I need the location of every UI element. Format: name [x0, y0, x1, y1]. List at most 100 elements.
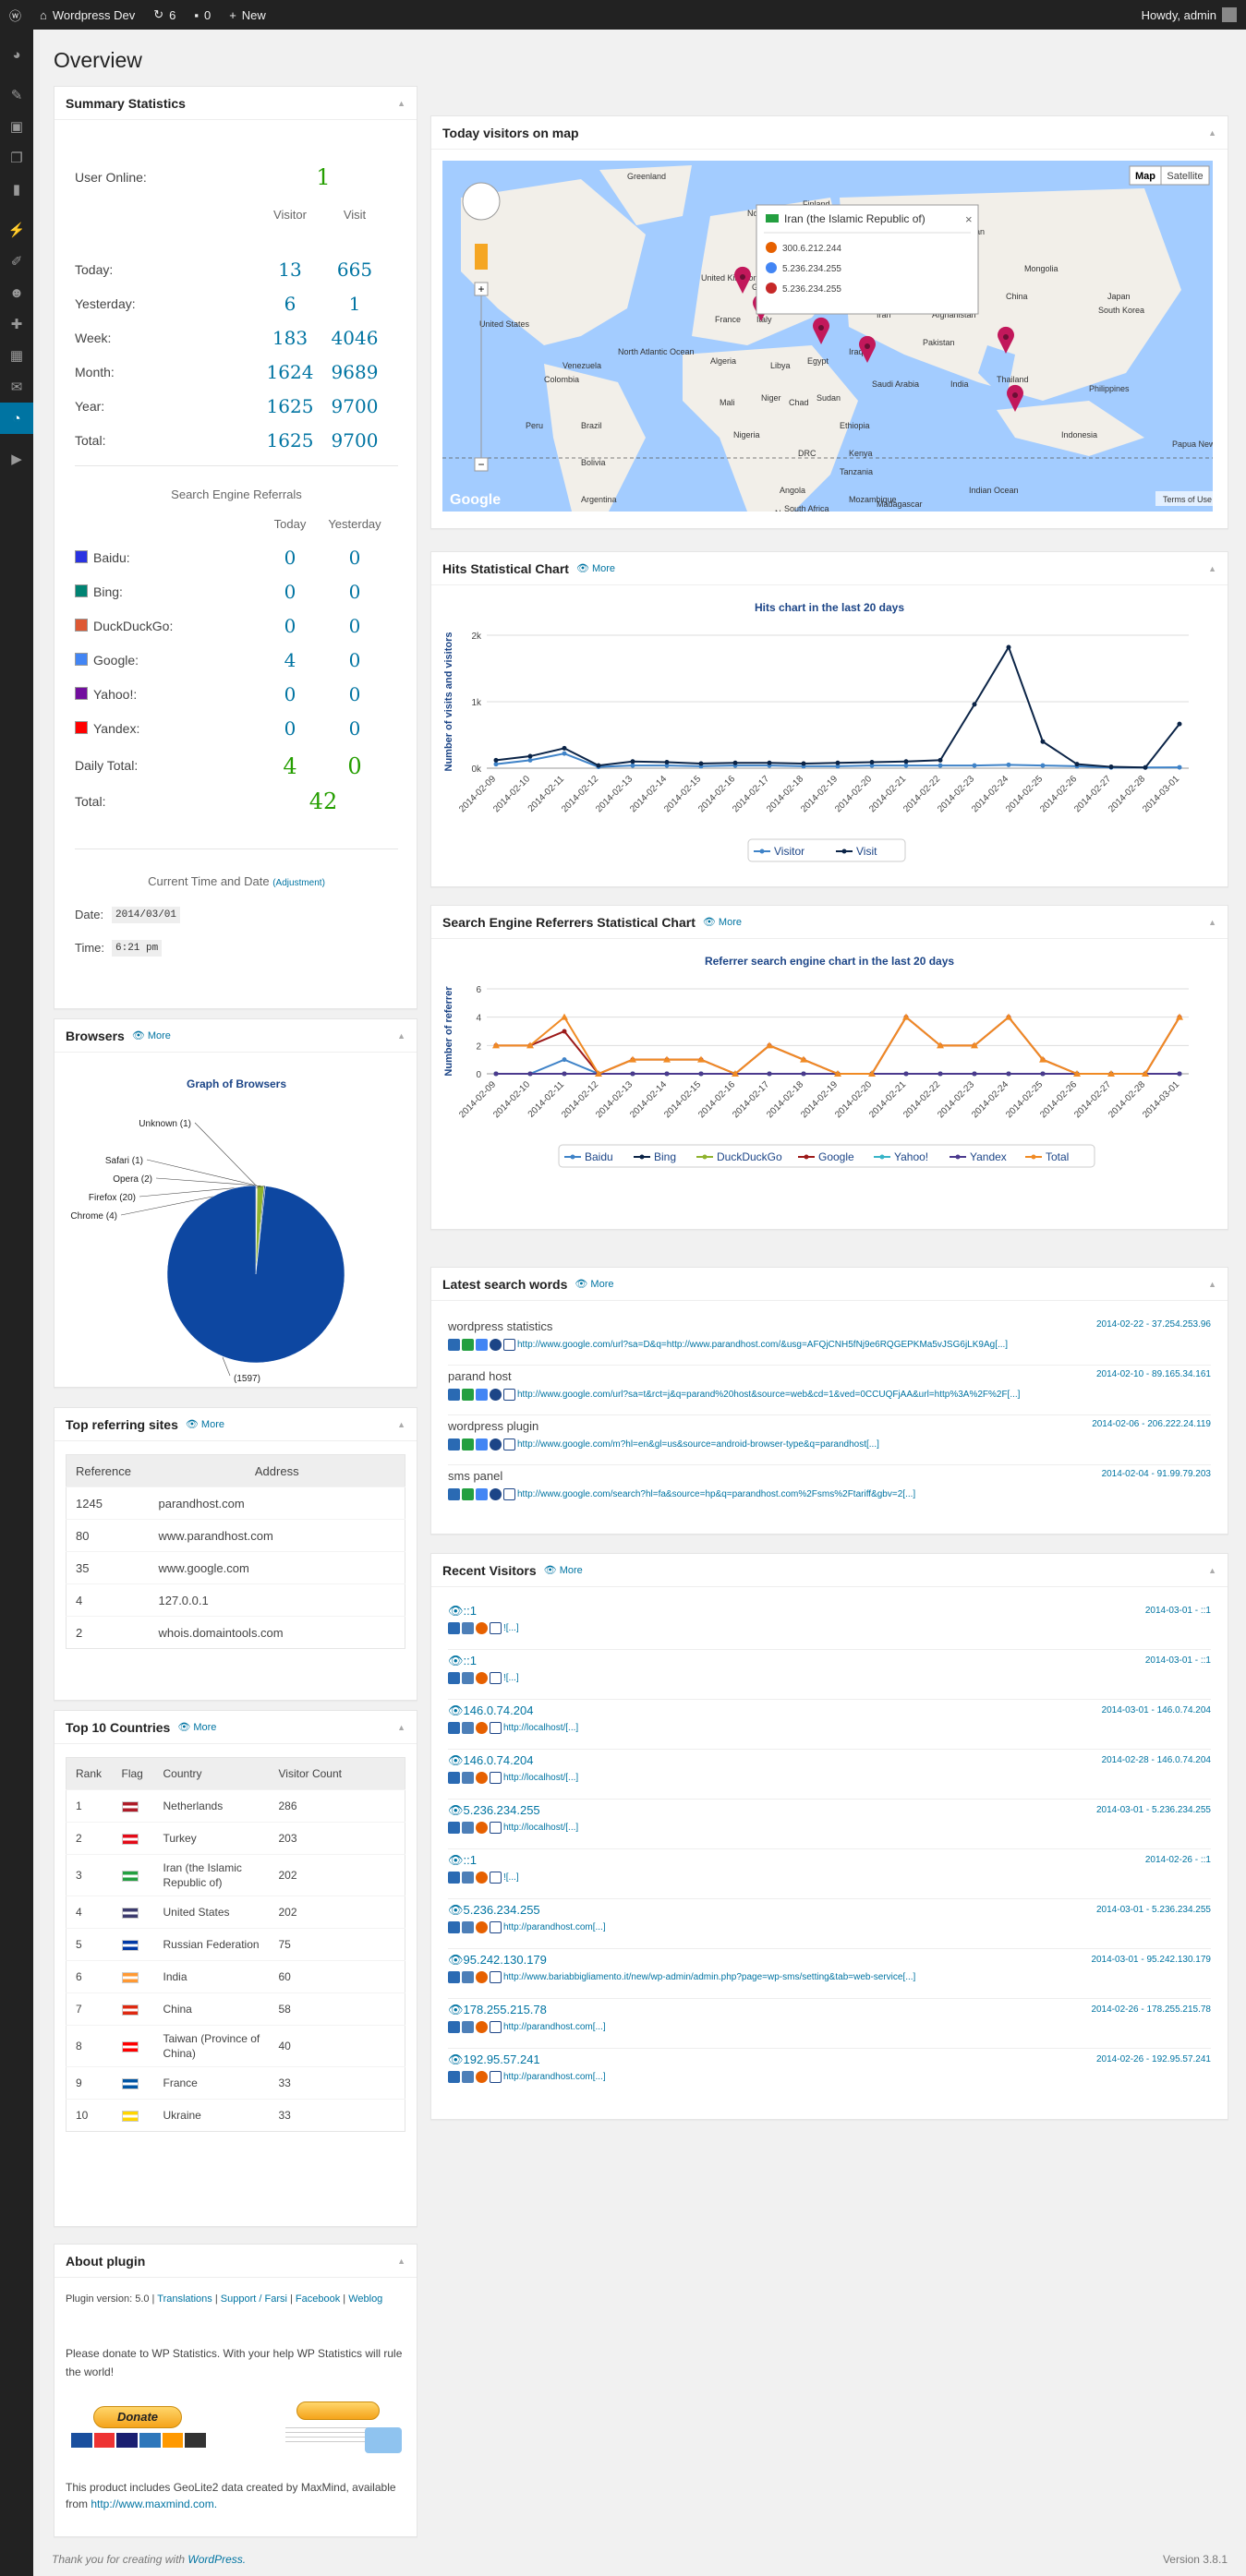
appearance-icon[interactable]: ✐ — [10, 254, 23, 270]
collapse-icon[interactable]: ▶ — [11, 451, 22, 467]
visit-date-ip[interactable]: 2014-03-01 - 146.0.74.204 — [1101, 1705, 1211, 1715]
legend-item[interactable]: DuckDuckGo — [717, 1150, 782, 1163]
link-icon[interactable] — [490, 1822, 502, 1834]
legend-item[interactable]: Visit — [856, 845, 877, 858]
site-name-link[interactable]: ⌂ Wordpress Dev — [40, 7, 136, 22]
wp-logo-icon[interactable]: ⓦ — [9, 8, 22, 23]
translations-link[interactable]: Translations — [157, 2293, 212, 2305]
visitor-ip[interactable]: 👁146.0.74.204 — [448, 1753, 534, 1767]
map-icon[interactable] — [448, 1339, 460, 1351]
comments-icon[interactable]: ▮ — [12, 182, 21, 198]
countries-more-link[interactable]: 👁 More — [177, 1722, 217, 1733]
browsers-header[interactable]: Browsers 👁 More ▲ — [54, 1019, 417, 1053]
visit-date-ip[interactable]: 2014-03-01 - ::1 — [1144, 1606, 1211, 1616]
visit-date-ip[interactable]: 2014-03-01 - ::1 — [1144, 1655, 1211, 1666]
visitor-ip[interactable]: 👁::1 — [448, 1853, 477, 1867]
visitor-ip[interactable]: 👁5.236.234.255 — [448, 1903, 540, 1917]
map-icon[interactable] — [448, 2021, 460, 2033]
map-icon[interactable] — [448, 1622, 460, 1634]
pan-control[interactable] — [462, 182, 501, 221]
map-icon[interactable] — [448, 1389, 460, 1401]
search-url[interactable]: http://www.google.com/url?sa=t&rct=j&q=p… — [517, 1390, 1021, 1401]
map-icon[interactable] — [448, 1672, 460, 1684]
link-icon[interactable] — [490, 1672, 502, 1684]
recent-visitors-header[interactable]: Recent Visitors 👁 More ▲ — [431, 1554, 1228, 1587]
wordpress-link[interactable]: WordPress. — [188, 2553, 247, 2566]
visitor-url[interactable]: http://parandhost.com[...] — [503, 2022, 606, 2033]
visitor-url[interactable]: http://localhost/[...] — [503, 1773, 579, 1784]
users-icon[interactable]: ☻ — [9, 284, 24, 301]
visitor-ip[interactable]: 👁192.95.57.241 — [448, 2052, 540, 2066]
legend-item[interactable]: Bing — [654, 1150, 676, 1163]
map-icon[interactable] — [448, 1438, 460, 1451]
visitor-url[interactable]: http://parandhost.com[...] — [503, 2072, 606, 2083]
visitor-ip[interactable]: 👁::1 — [448, 1604, 477, 1618]
legend-item[interactable]: Total — [1046, 1150, 1069, 1163]
media-icon[interactable]: ▣ — [9, 119, 24, 135]
donate-button[interactable]: Donate — [93, 2406, 182, 2428]
map-type-satellite-button[interactable] — [1160, 165, 1210, 186]
referring-header[interactable]: Top referring sites 👁 More ▲ — [54, 1408, 417, 1441]
referrer-address[interactable]: www.google.com — [149, 1551, 405, 1584]
visitor-url[interactable]: http://localhost/[...] — [503, 1723, 579, 1734]
search-date-ip[interactable]: 2014-02-10 - 89.165.34.161 — [1096, 1369, 1211, 1379]
updates-link[interactable]: ↻ 6 — [153, 7, 176, 22]
link-icon[interactable] — [503, 1438, 515, 1451]
plugins-icon[interactable]: ⚡ — [7, 223, 26, 238]
map-icon[interactable] — [448, 2071, 460, 2083]
pages-icon[interactable]: ❐ — [10, 150, 23, 166]
toggle-icon[interactable]: ▲ — [1208, 1565, 1216, 1575]
map-icon[interactable] — [448, 1921, 460, 1933]
search-date-ip[interactable]: 2014-02-06 - 206.222.24.119 — [1092, 1419, 1211, 1429]
sms-icon[interactable]: ✉ — [10, 379, 23, 395]
search-words-header[interactable]: Latest search words 👁 More ▲ — [431, 1268, 1228, 1301]
link-icon[interactable] — [490, 1971, 502, 1983]
search-date-ip[interactable]: 2014-02-22 - 37.254.253.96 — [1096, 1319, 1211, 1330]
referrer-address[interactable]: parandhost.com — [149, 1487, 405, 1520]
search-url[interactable]: http://www.google.com/url?sa=D&q=http://… — [517, 1340, 1009, 1351]
toggle-icon[interactable]: ▲ — [397, 1030, 405, 1041]
legend-item[interactable]: Google — [818, 1150, 854, 1163]
search-engine-more-link[interactable]: 👁 More — [702, 917, 742, 928]
visit-date-ip[interactable]: 2014-02-26 - 192.95.57.241 — [1096, 2054, 1211, 2064]
link-icon[interactable] — [503, 1339, 515, 1351]
search-url[interactable]: http://www.google.com/search?hl=fa&sourc… — [517, 1489, 916, 1500]
referrer-address[interactable]: 127.0.0.1 — [149, 1583, 405, 1617]
visitor-url[interactable]: ![...] — [503, 1623, 519, 1634]
link-icon[interactable] — [490, 1872, 502, 1884]
visitor-ip[interactable]: 👁95.242.130.179 — [448, 1953, 547, 1967]
statistics-icon[interactable]: ◔ — [0, 403, 33, 434]
countries-header[interactable]: Top 10 Countries 👁 More ▲ — [54, 1711, 417, 1744]
new-content-link[interactable]: + New — [229, 7, 266, 22]
maxmind-link[interactable]: http://www.maxmind.com. — [91, 2498, 218, 2510]
visit-date-ip[interactable]: 2014-03-01 - 5.236.234.255 — [1096, 1905, 1211, 1915]
referring-more-link[interactable]: 👁 More — [185, 1419, 224, 1430]
visitor-url[interactable]: http://localhost/[...] — [503, 1823, 579, 1834]
map-header[interactable]: Today visitors on map ▲ — [431, 116, 1228, 150]
visitor-ip[interactable]: 👁146.0.74.204 — [448, 1703, 534, 1717]
toggle-icon[interactable]: ▲ — [1208, 127, 1216, 138]
visit-date-ip[interactable]: 2014-02-26 - ::1 — [1144, 1855, 1211, 1865]
visitor-url[interactable]: ![...] — [503, 1872, 519, 1884]
search-date-ip[interactable]: 2014-02-04 - 91.99.79.203 — [1101, 1469, 1211, 1479]
dashboard-icon[interactable]: ◕ — [12, 46, 21, 63]
visit-date-ip[interactable]: 2014-02-26 - 178.255.215.78 — [1091, 2004, 1211, 2015]
terms-link[interactable]: Terms of Use — [1163, 495, 1212, 504]
link-icon[interactable] — [490, 1722, 502, 1734]
browsers-more-link[interactable]: 👁 More — [131, 1030, 171, 1041]
search-words-more-link[interactable]: 👁 More — [575, 1279, 614, 1290]
link-icon[interactable] — [490, 1921, 502, 1933]
map-marker[interactable] — [859, 335, 876, 363]
visit-date-ip[interactable]: 2014-03-01 - 5.236.234.255 — [1096, 1805, 1211, 1815]
referrer-address[interactable]: www.parandhost.com — [149, 1519, 405, 1552]
posts-icon[interactable]: ✎ — [10, 88, 23, 103]
referrer-address[interactable]: whois.domaintools.com — [149, 1616, 405, 1649]
link-icon[interactable] — [503, 1488, 515, 1500]
visitor-url[interactable]: http://www.bariabbigliamento.it/new/wp-a… — [503, 1972, 916, 1983]
hits-header[interactable]: Hits Statistical Chart 👁 More ▲ — [431, 552, 1228, 585]
toggle-icon[interactable]: ▲ — [397, 1419, 405, 1429]
visitor-ip[interactable]: 👁::1 — [448, 1654, 477, 1667]
close-icon[interactable]: × — [965, 212, 973, 226]
settings-icon[interactable]: ▦ — [9, 348, 24, 364]
link-icon[interactable] — [503, 1389, 515, 1401]
